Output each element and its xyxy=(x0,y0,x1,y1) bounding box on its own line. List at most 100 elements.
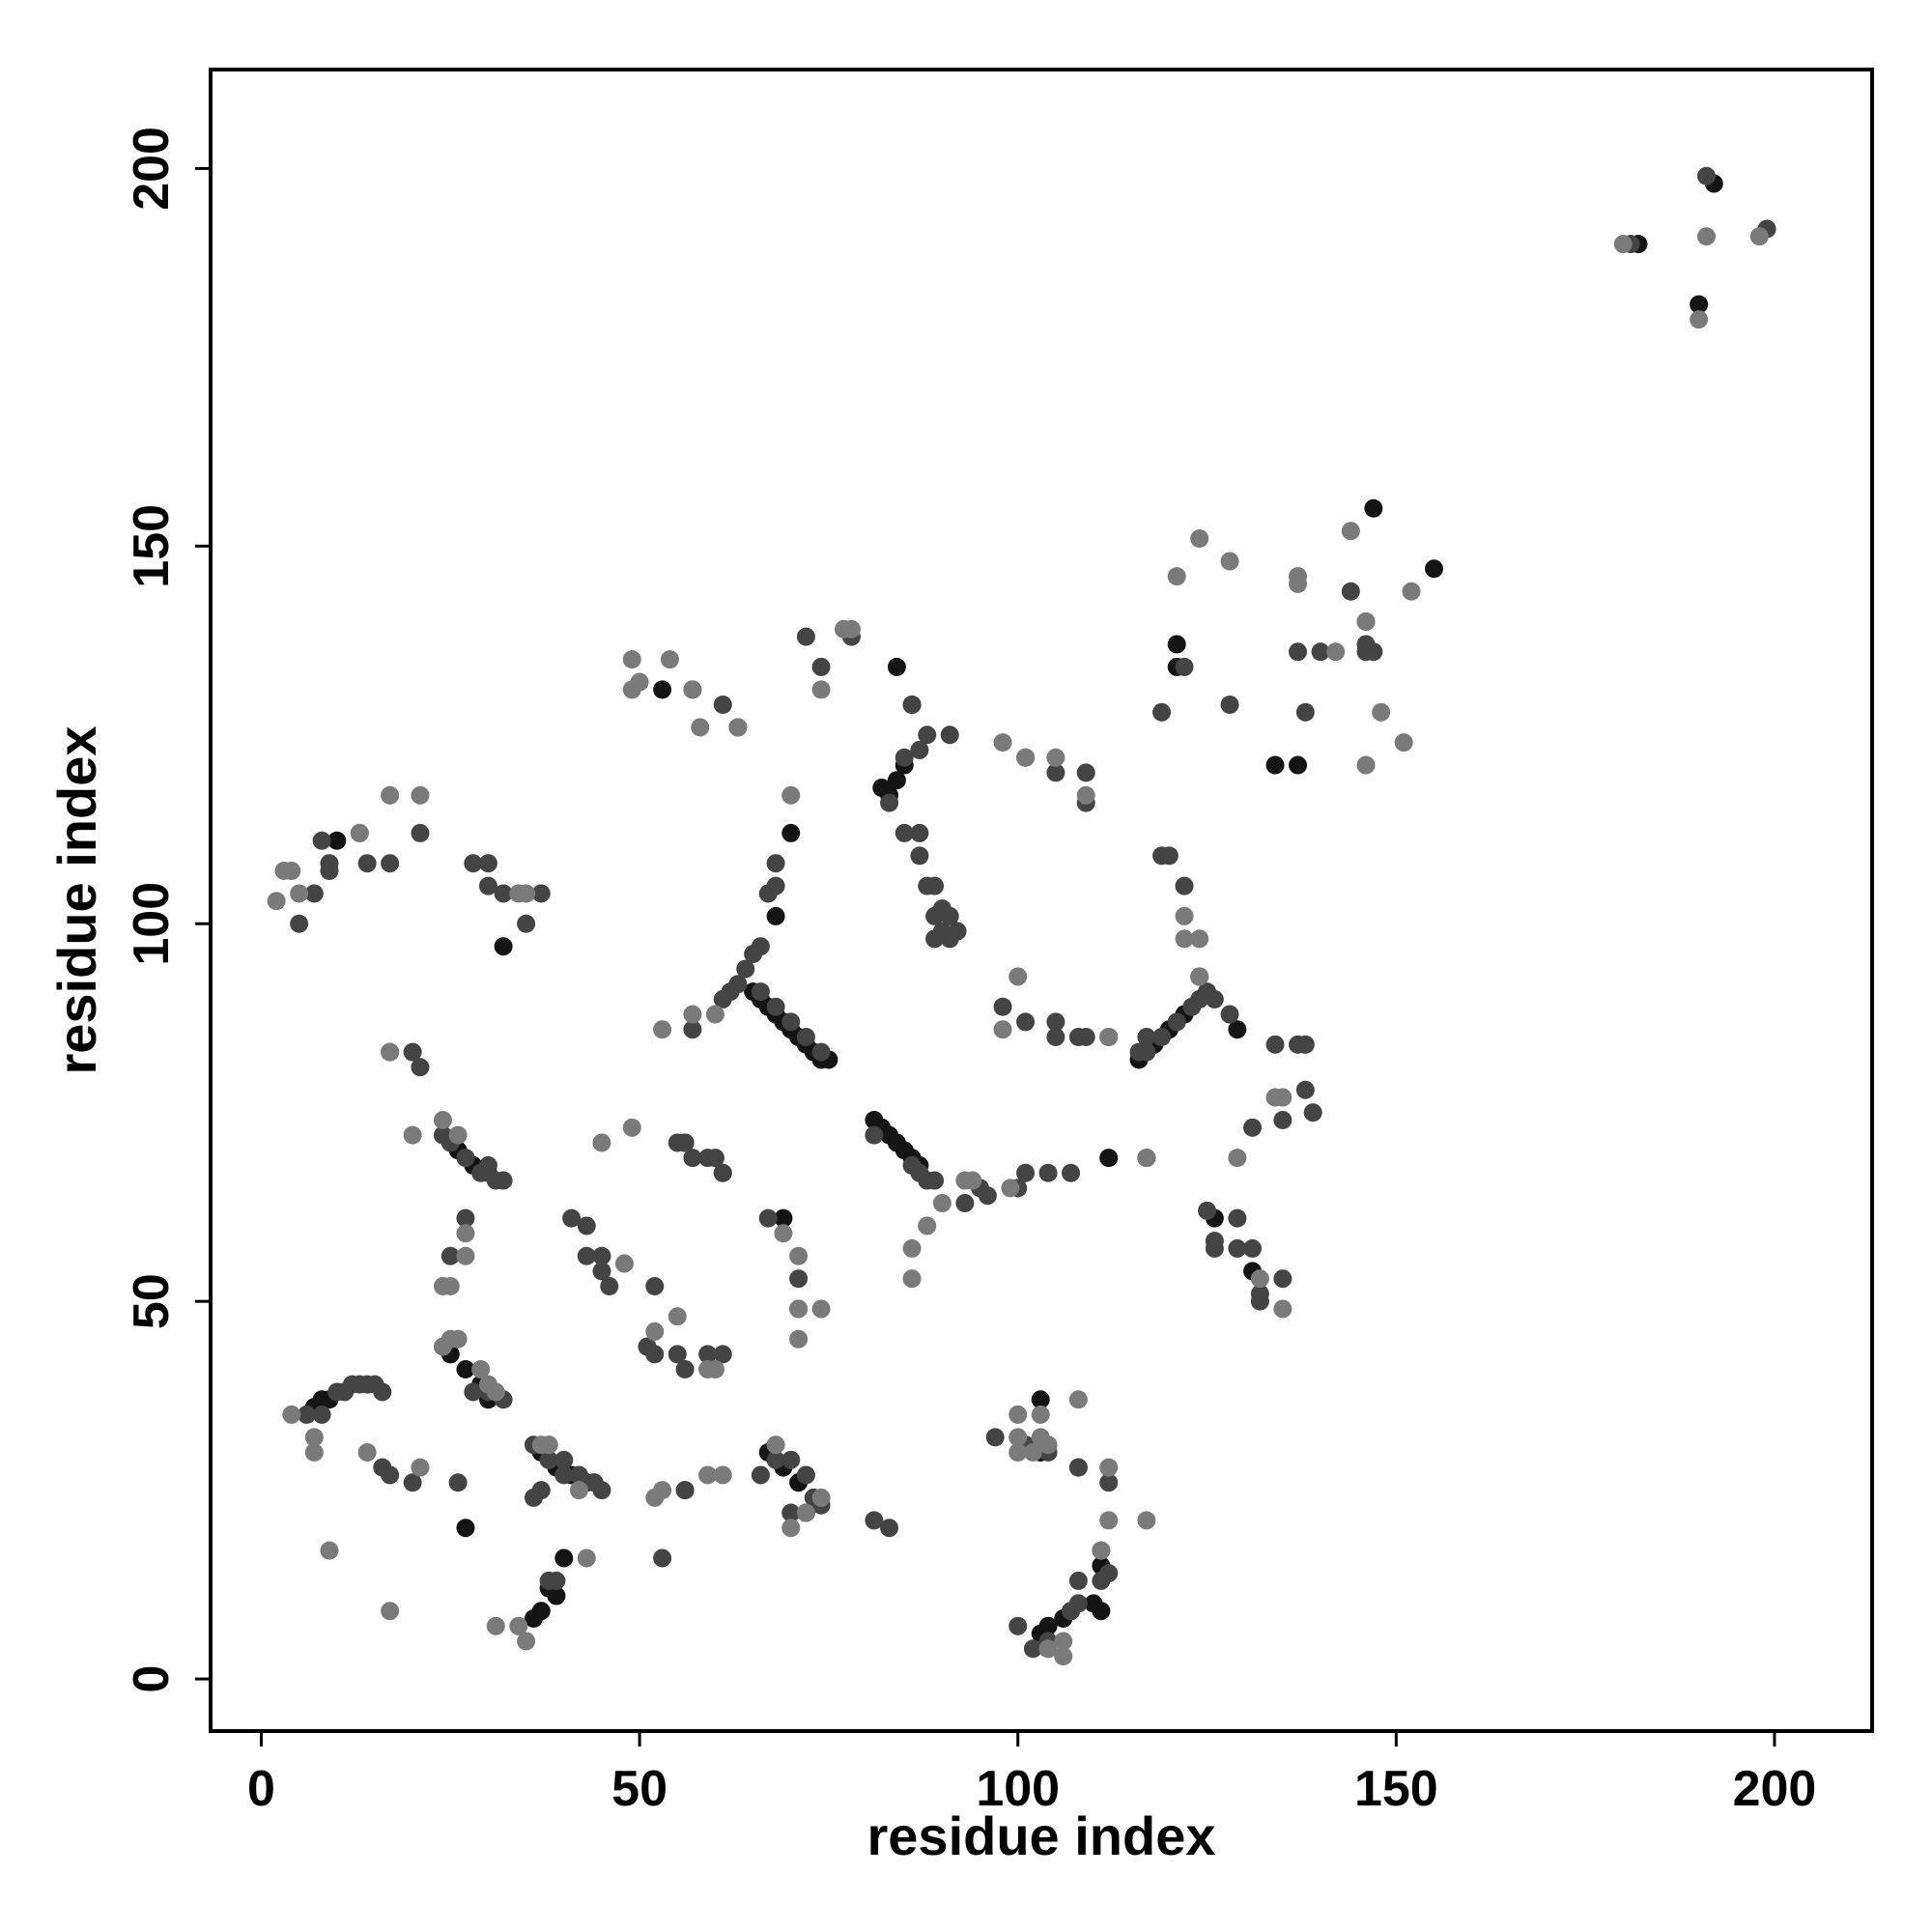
point xyxy=(1038,1616,1058,1635)
point xyxy=(297,1405,316,1424)
points xyxy=(267,166,1776,1666)
point xyxy=(1303,1103,1322,1122)
point xyxy=(531,884,551,903)
point xyxy=(592,1133,611,1152)
point xyxy=(932,1194,952,1213)
point xyxy=(456,1519,475,1538)
point xyxy=(910,846,929,866)
point xyxy=(509,884,528,903)
point xyxy=(403,1125,422,1145)
point xyxy=(456,1149,475,1168)
point xyxy=(796,627,815,646)
point xyxy=(486,1616,505,1635)
point xyxy=(381,1042,400,1062)
point xyxy=(781,823,801,842)
point xyxy=(1023,1639,1042,1659)
point xyxy=(411,1058,430,1077)
point xyxy=(1311,642,1330,662)
point xyxy=(918,1216,937,1236)
point xyxy=(993,733,1012,753)
point xyxy=(357,854,377,873)
point xyxy=(1099,1458,1119,1477)
point xyxy=(539,1450,558,1469)
point xyxy=(494,937,513,956)
point xyxy=(1394,733,1413,753)
point xyxy=(1076,1028,1095,1047)
point xyxy=(290,914,309,933)
point xyxy=(1076,763,1095,782)
point xyxy=(1175,657,1194,676)
point xyxy=(433,1111,452,1130)
point xyxy=(691,718,710,737)
x-axis-label: residue index xyxy=(867,1805,1215,1866)
point xyxy=(993,997,1012,1016)
point xyxy=(1068,1390,1088,1409)
point xyxy=(577,1548,596,1568)
y-tick-label: 150 xyxy=(124,504,180,588)
point xyxy=(1046,1012,1065,1032)
plot-frame xyxy=(209,68,1874,1733)
point xyxy=(456,1224,475,1243)
point xyxy=(448,1125,468,1145)
point xyxy=(789,1329,809,1349)
point xyxy=(494,884,513,903)
point xyxy=(381,1602,400,1621)
point xyxy=(554,1465,574,1485)
point xyxy=(880,793,899,812)
point xyxy=(509,1616,528,1635)
point xyxy=(1137,1028,1156,1047)
point xyxy=(381,854,400,873)
point xyxy=(766,997,785,1016)
point xyxy=(796,1465,815,1485)
point xyxy=(713,1465,732,1485)
point xyxy=(569,1481,588,1500)
point xyxy=(865,1125,884,1145)
point xyxy=(758,1208,778,1228)
point xyxy=(1031,1405,1050,1424)
point xyxy=(1205,1238,1224,1258)
point xyxy=(1220,1005,1239,1024)
point xyxy=(728,718,748,737)
point xyxy=(683,680,702,699)
point xyxy=(494,1171,513,1190)
point xyxy=(1289,755,1308,775)
point xyxy=(1190,929,1209,949)
point xyxy=(1167,635,1186,654)
point xyxy=(713,696,732,715)
point xyxy=(622,650,641,669)
point xyxy=(1265,1035,1285,1054)
x-tick-label: 150 xyxy=(1354,1761,1438,1817)
point xyxy=(895,823,914,842)
point xyxy=(1243,1118,1263,1137)
point xyxy=(1295,702,1315,722)
point xyxy=(1046,1028,1065,1047)
point xyxy=(304,884,324,903)
point xyxy=(796,1028,815,1047)
point xyxy=(705,1149,724,1168)
point xyxy=(940,725,959,745)
point xyxy=(653,1548,672,1568)
point xyxy=(411,785,430,805)
point xyxy=(312,831,331,850)
point xyxy=(1054,1647,1073,1666)
point xyxy=(1273,1299,1293,1319)
point xyxy=(653,1481,672,1500)
point xyxy=(1023,1443,1042,1463)
point xyxy=(403,1042,422,1062)
point xyxy=(1009,1616,1028,1635)
point xyxy=(705,1005,724,1024)
point xyxy=(569,1465,588,1485)
point xyxy=(403,1473,422,1492)
point xyxy=(811,657,831,676)
point xyxy=(1326,642,1346,662)
point xyxy=(1364,498,1383,518)
point xyxy=(1190,967,1209,986)
point xyxy=(290,884,309,903)
point xyxy=(1016,1163,1036,1182)
point xyxy=(1696,227,1716,246)
point xyxy=(1084,1594,1103,1613)
x-tick-label: 50 xyxy=(611,1761,668,1817)
point xyxy=(320,1541,339,1560)
point xyxy=(1228,1208,1247,1228)
